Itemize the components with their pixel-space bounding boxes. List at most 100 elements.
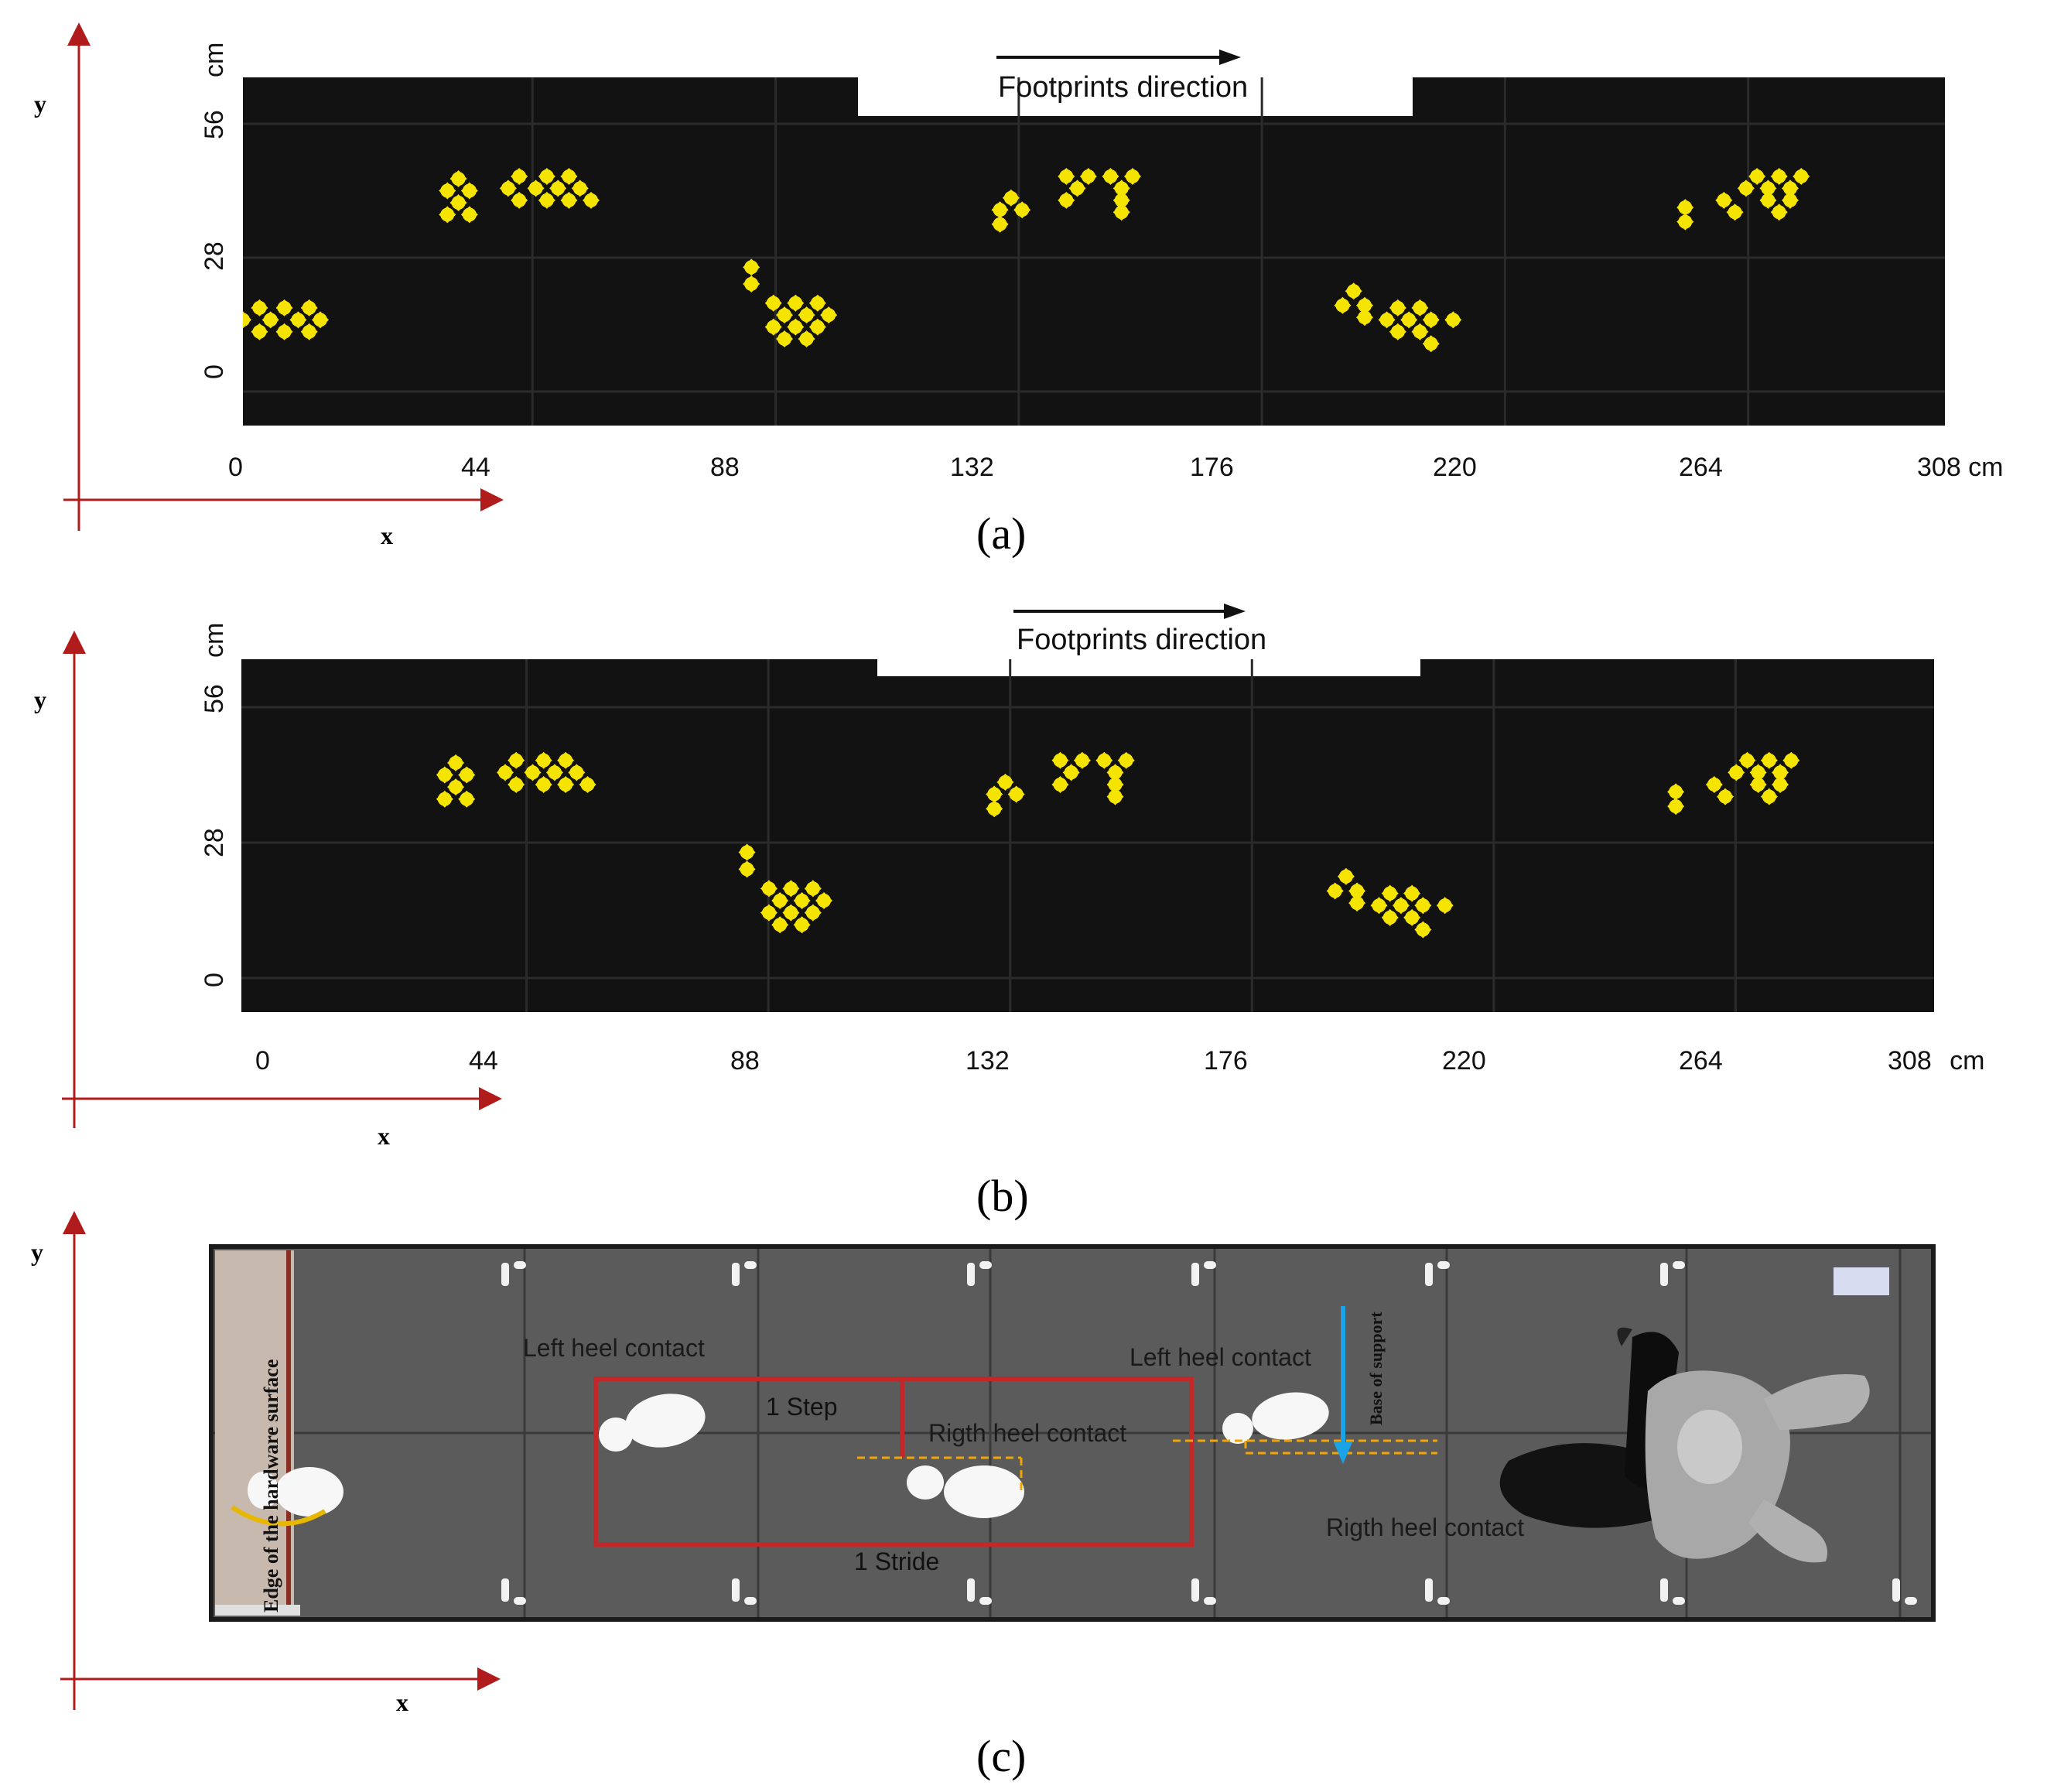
pressure-marker-core: [1059, 169, 1074, 183]
x-tick: 264: [1679, 453, 1723, 482]
pressure-marker-core: [1009, 787, 1024, 802]
pressure-marker-core: [1053, 778, 1068, 792]
pressure-marker-core: [766, 296, 781, 310]
pressure-marker-core: [449, 755, 463, 770]
pressure-marker-core: [547, 765, 562, 780]
pressure-marker-core: [1003, 190, 1018, 205]
pressure-marker-core: [313, 313, 327, 327]
pressure-marker-core: [1379, 313, 1394, 327]
x-tick: 308 cm: [1888, 1046, 1985, 1076]
pressure-marker-core: [1446, 313, 1461, 327]
pressure-marker-core: [451, 172, 466, 186]
pressure-marker-core: [1751, 778, 1765, 792]
pressure-marker-core: [1346, 284, 1361, 299]
left-heel-contact-label: Left heel contact: [1130, 1343, 1311, 1371]
x-tick: 0: [228, 453, 243, 482]
pressure-marker-core: [810, 320, 825, 334]
pressure-marker-core: [1372, 898, 1386, 913]
pressure-marker-core: [252, 324, 267, 339]
pressure-marker-core: [1783, 181, 1797, 196]
pressure-marker-core: [1794, 169, 1809, 183]
pressure-marker-core: [795, 894, 809, 908]
pressure-marker-core: [1126, 169, 1140, 183]
pressure-mat-b: [241, 659, 1934, 1012]
stride-box: [593, 1376, 1194, 1547]
pressure-marker-core: [536, 778, 551, 792]
pressure-marker-core: [501, 181, 515, 196]
edge-strip: [215, 1250, 294, 1616]
pressure-marker-core: [449, 780, 463, 795]
pressure-marker-core: [1405, 886, 1420, 901]
pressure-marker-core: [572, 181, 587, 196]
pressure-marker-core: [817, 894, 832, 908]
pressure-marker-core: [440, 207, 455, 222]
caption-c: (c): [976, 1731, 1027, 1781]
pressure-marker-core: [1762, 753, 1776, 768]
right-heel-contact-label: Rigth heel contact: [1326, 1513, 1525, 1541]
pressure-marker-core: [291, 313, 306, 327]
pressure-marker-core: [1081, 169, 1095, 183]
shoe-print-right-1: [907, 1465, 1024, 1518]
pressure-marker-core: [539, 193, 554, 207]
pressure-marker-core: [460, 792, 474, 806]
pressure-marker-core: [528, 181, 543, 196]
pressure-marker-core: [437, 768, 452, 782]
pressure-marker-core: [1053, 753, 1068, 768]
pressure-marker-core: [562, 169, 576, 183]
pressure-marker-core: [1335, 298, 1350, 313]
pressure-mat-a: [243, 77, 1945, 426]
pressure-marker-core: [993, 217, 1007, 231]
pressure-marker-core: [451, 195, 466, 210]
pressure-marker-core: [1382, 886, 1397, 901]
pressure-marker-core: [1350, 896, 1365, 911]
x-tick: 220: [1442, 1046, 1486, 1076]
pressure-marker-core: [1413, 300, 1427, 315]
pressure-marker-core: [1423, 313, 1438, 327]
pressure-marker-core: [1773, 765, 1788, 780]
pressure-marker-core: [562, 193, 576, 207]
mat-surface: [241, 659, 1934, 1012]
pressure-marker-core: [277, 324, 292, 339]
x-tick: 132: [965, 1046, 1010, 1076]
pressure-marker-core: [1738, 181, 1753, 196]
caption-a: (a): [976, 508, 1027, 559]
pressure-marker-core: [822, 308, 836, 323]
pressure-marker-core: [512, 169, 527, 183]
pressure-marker-core: [460, 768, 474, 782]
pressure-marker-core: [1773, 778, 1788, 792]
pressure-marker-core: [740, 845, 754, 860]
edge-label: Edge of the hardware surface: [260, 1359, 282, 1612]
direction-arrow: [996, 50, 1241, 65]
pressure-marker-core: [1114, 193, 1129, 207]
pressure-marker-core: [1718, 789, 1733, 804]
pressure-marker-core: [1784, 753, 1799, 768]
base-of-support-label: Base of support: [1366, 1312, 1386, 1425]
pressure-marker-core: [795, 918, 809, 932]
pressure-marker-core: [761, 881, 776, 896]
x-tick: 132: [950, 453, 994, 482]
pressure-marker-core: [1119, 753, 1133, 768]
x-tick: 176: [1190, 453, 1234, 482]
pressure-marker-core: [1678, 214, 1693, 229]
shoe-print-left-1: [599, 1394, 706, 1452]
axis-y-label: y: [31, 1238, 43, 1266]
pressure-marker-core: [1669, 799, 1683, 814]
pressure-marker-core: [1097, 753, 1112, 768]
pressure-marker-core: [1064, 765, 1078, 780]
pressure-marker-core: [1405, 910, 1420, 925]
pressure-marker-core: [761, 905, 776, 920]
pressure-marker-core: [1751, 765, 1765, 780]
pressure-marker-core: [1350, 884, 1365, 898]
pressure-marker-core: [437, 792, 452, 806]
pressure-marker-core: [302, 300, 316, 315]
pressure-marker-core: [1108, 789, 1123, 804]
pressure-marker-core: [512, 193, 527, 207]
pressure-marker-core: [1075, 753, 1089, 768]
left-heel-contact-label: Left heel contact: [523, 1334, 705, 1362]
x-tick: 264: [1679, 1046, 1723, 1076]
axis-x-label: x: [396, 1688, 408, 1716]
direction-arrow: [1013, 604, 1246, 619]
axis-x-label: x: [381, 522, 393, 549]
x-tick: 44: [461, 453, 490, 482]
